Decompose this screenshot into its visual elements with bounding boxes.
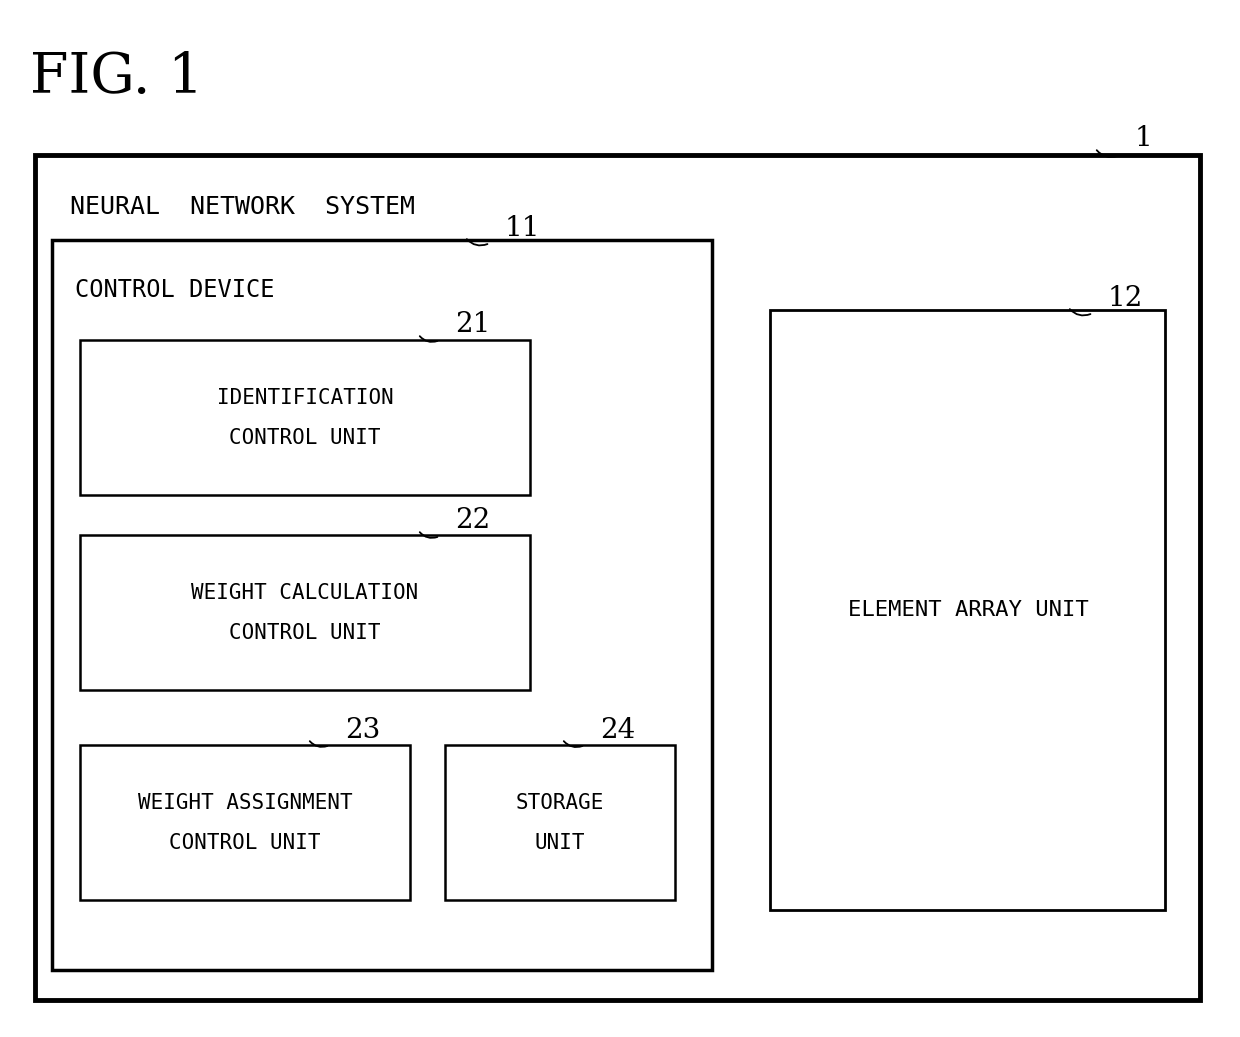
Bar [35, 155, 1200, 1000]
Text: STORAGE: STORAGE [516, 793, 604, 813]
FancyArrowPatch shape [1096, 150, 1117, 158]
Bar [52, 240, 712, 970]
Text: WEIGHT ASSIGNMENT: WEIGHT ASSIGNMENT [138, 793, 352, 813]
Text: CONTROL UNIT: CONTROL UNIT [229, 623, 381, 643]
Text: FIG. 1: FIG. 1 [30, 50, 203, 105]
Text: CONTROL UNIT: CONTROL UNIT [229, 428, 381, 448]
Text: 12: 12 [1109, 284, 1143, 311]
FancyArrowPatch shape [310, 741, 327, 747]
FancyArrowPatch shape [1070, 309, 1090, 315]
Bar [81, 745, 410, 900]
FancyArrowPatch shape [420, 532, 438, 538]
FancyArrowPatch shape [564, 741, 583, 747]
Bar [445, 745, 675, 900]
Text: NEURAL  NETWORK  SYSTEM: NEURAL NETWORK SYSTEM [69, 195, 415, 219]
Text: 22: 22 [455, 507, 490, 534]
Text: 21: 21 [455, 311, 490, 338]
Text: ELEMENT ARRAY UNIT: ELEMENT ARRAY UNIT [848, 600, 1089, 620]
Text: 1: 1 [1135, 124, 1153, 151]
Text: 23: 23 [345, 717, 381, 744]
Text: IDENTIFICATION: IDENTIFICATION [217, 388, 393, 408]
FancyArrowPatch shape [466, 240, 487, 246]
Bar [81, 340, 529, 495]
Text: 11: 11 [505, 215, 541, 242]
Bar [81, 535, 529, 690]
Bar [770, 310, 1166, 910]
Text: CONTROL UNIT: CONTROL UNIT [169, 833, 321, 853]
FancyArrowPatch shape [420, 336, 438, 342]
Text: WEIGHT CALCULATION: WEIGHT CALCULATION [191, 583, 419, 602]
Text: UNIT: UNIT [534, 833, 585, 853]
Text: CONTROL DEVICE: CONTROL DEVICE [74, 278, 274, 302]
Text: 24: 24 [600, 717, 635, 744]
